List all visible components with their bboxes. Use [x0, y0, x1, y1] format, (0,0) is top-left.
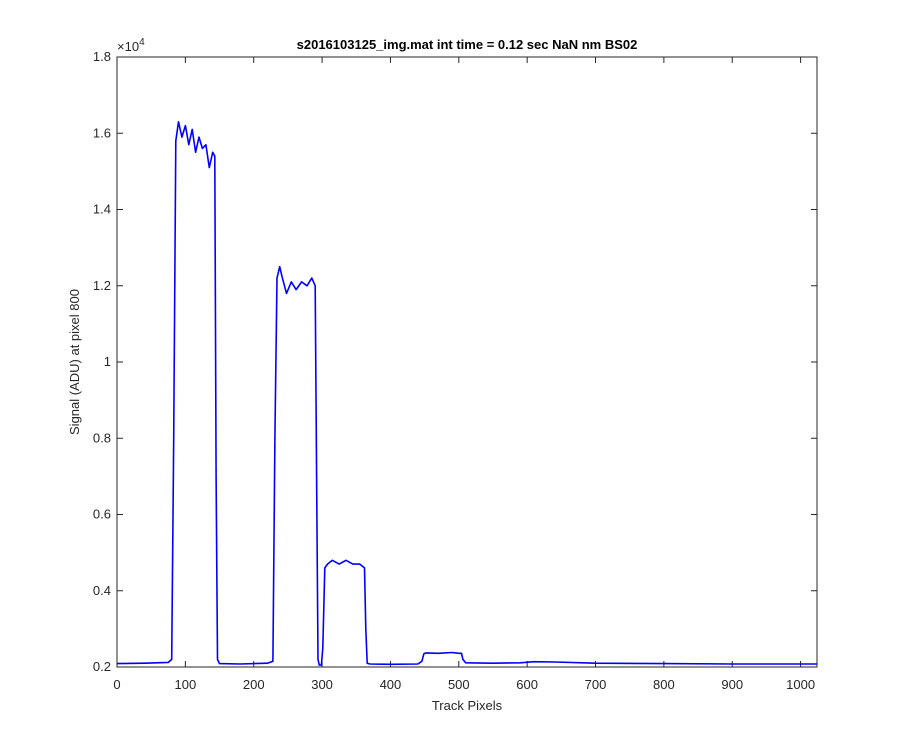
y-tick-label: 0.2 [93, 659, 111, 674]
y-axis-exponent: ×104 [117, 37, 145, 54]
x-tick-label: 300 [311, 677, 333, 692]
y-exponent-power: 4 [139, 37, 145, 48]
y-exponent-base: ×10 [117, 39, 139, 54]
y-tick-label: 1.2 [93, 278, 111, 293]
x-tick-label: 600 [516, 677, 538, 692]
y-axis-label: Signal (ADU) at pixel 800 [67, 289, 82, 435]
x-tick-label: 800 [653, 677, 675, 692]
x-tick-label: 500 [448, 677, 470, 692]
series-line [116, 121, 817, 666]
chart-title: s2016103125_img.mat int time = 0.12 sec … [297, 37, 638, 52]
x-tick-label: 700 [585, 677, 607, 692]
x-tick-label: 0 [113, 677, 120, 692]
x-tick-label: 1000 [786, 677, 815, 692]
y-axis-ticks: 0.2 0.4 0.6 0.8 1 1.2 1.4 1.6 1.8 [93, 49, 817, 674]
y-tick-label: 0.8 [93, 430, 111, 445]
x-tick-label: 200 [243, 677, 265, 692]
y-tick-label: 1 [104, 354, 111, 369]
x-tick-label: 100 [175, 677, 197, 692]
y-tick-label: 1.6 [93, 125, 111, 140]
x-tick-label: 400 [380, 677, 402, 692]
y-tick-label: 1.4 [93, 202, 111, 217]
y-tick-label: 0.6 [93, 507, 111, 522]
x-axis-label: Track Pixels [432, 698, 503, 713]
x-axis-ticks: 0 100 200 300 400 500 600 700 800 900 1000 [113, 57, 815, 692]
y-tick-label: 1.8 [93, 49, 111, 64]
x-tick-label: 900 [721, 677, 743, 692]
y-tick-label: 0.4 [93, 583, 111, 598]
plot-area [116, 56, 818, 668]
